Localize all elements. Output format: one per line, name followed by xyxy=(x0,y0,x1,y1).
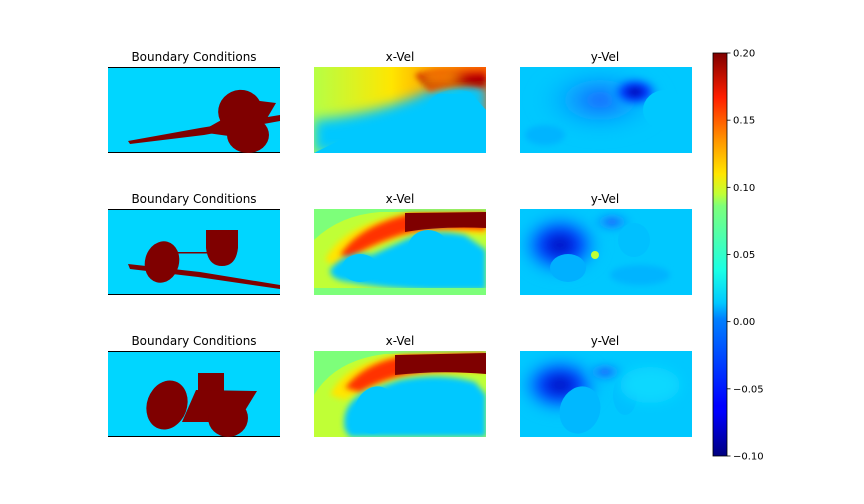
xvel-panel-r1 xyxy=(314,67,486,153)
panel-title-r2-c1: Boundary Conditions xyxy=(131,192,256,206)
yvel-panel-r2 xyxy=(520,209,692,295)
xvel-panel-r2 xyxy=(314,209,486,295)
panel-title-r3-c1: Boundary Conditions xyxy=(131,334,256,348)
panel-title-r3-c2: x-Vel xyxy=(386,334,415,348)
colorbar-tick-label: 0.00 xyxy=(733,317,755,328)
colorbar-tick-label: 0.05 xyxy=(733,250,755,261)
colorbar-tick-label: −0.10 xyxy=(733,452,764,463)
colorbar-tick-label: 0.20 xyxy=(733,49,755,60)
xvel-panel-r3 xyxy=(314,351,486,437)
panel-title-r2-c3: y-Vel xyxy=(591,192,620,206)
yvel-panel-r3 xyxy=(520,351,692,437)
panel-title-r1-c2: x-Vel xyxy=(386,50,415,64)
panel-title-r2-c2: x-Vel xyxy=(386,192,415,206)
boundary-panel-r1 xyxy=(108,67,280,153)
panel-title-r1-c3: y-Vel xyxy=(591,50,620,64)
yvel-panel-r1 xyxy=(520,67,692,153)
panel-title-r1-c1: Boundary Conditions xyxy=(131,50,256,64)
colorbar-gradient xyxy=(712,52,728,457)
colorbar-tick-label: −0.05 xyxy=(733,384,764,395)
colorbar-ticks: −0.10 −0.05 0.00 0.05 0.10 0.15 0.20 xyxy=(727,49,764,463)
panel-title-r3-c3: y-Vel xyxy=(591,334,620,348)
colorbar-tick-label: 0.15 xyxy=(733,116,755,127)
colorbar-tick-label: 0.10 xyxy=(733,183,755,194)
boundary-panel-r2 xyxy=(108,209,280,295)
boundary-panel-r3 xyxy=(108,351,280,437)
colorbar: −0.10 −0.05 0.00 0.05 0.10 0.15 0.20 xyxy=(712,49,764,463)
